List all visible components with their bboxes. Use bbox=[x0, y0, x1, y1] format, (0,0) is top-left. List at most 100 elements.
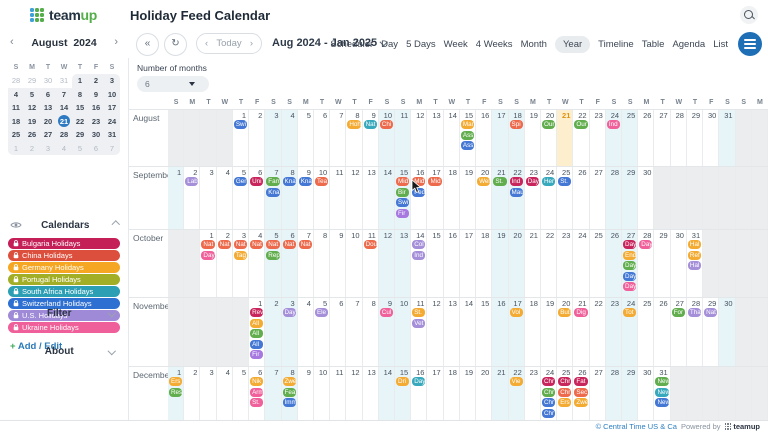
day-cell[interactable]: 19 bbox=[492, 230, 509, 297]
day-cell[interactable]: 6 Nat bbox=[281, 230, 298, 297]
event-pill[interactable]: Cul bbox=[379, 308, 394, 317]
day-cell[interactable]: 9 Nat bbox=[363, 110, 379, 166]
event-pill[interactable]: Bir bbox=[396, 187, 410, 197]
mini-cal-day[interactable]: 3 bbox=[45, 143, 51, 153]
search-button[interactable] bbox=[740, 6, 758, 24]
day-cell[interactable]: 15 bbox=[476, 298, 493, 366]
calendar-item-germany-holidays[interactable]: Germany Holidays bbox=[8, 262, 120, 273]
event-pill[interactable]: Day bbox=[623, 282, 637, 291]
day-cell[interactable]: 8 bbox=[314, 230, 331, 297]
event-pill[interactable]: Ers bbox=[169, 377, 183, 386]
event-pill[interactable]: Fir bbox=[250, 350, 264, 359]
event-pill[interactable]: Day bbox=[623, 240, 637, 249]
day-cell[interactable]: 3 Day bbox=[281, 298, 298, 366]
event-pill[interactable]: Fam bbox=[266, 177, 280, 186]
event-pill[interactable]: Nat bbox=[250, 240, 264, 249]
jump-back-button[interactable]: « bbox=[136, 33, 159, 56]
event-pill[interactable]: Day bbox=[623, 271, 637, 281]
day-cell[interactable]: 4 bbox=[217, 367, 233, 420]
day-cell[interactable]: 1 bbox=[168, 167, 185, 229]
event-pill[interactable]: Gen bbox=[233, 177, 248, 186]
add-edit-calendars-link[interactable]: + Add / Edit bbox=[10, 341, 63, 352]
mini-cal-day[interactable]: 10 bbox=[107, 89, 117, 99]
chevron-up-icon[interactable] bbox=[111, 221, 120, 229]
mini-cal-day[interactable]: 23 bbox=[91, 116, 101, 126]
day-cell[interactable]: 18 bbox=[525, 298, 541, 366]
day-cell[interactable]: 7 bbox=[265, 367, 282, 420]
day-cell[interactable]: 12 bbox=[346, 367, 363, 420]
date-range-selector[interactable]: Aug 2024 - Jan 2025 bbox=[272, 37, 388, 49]
day-cell[interactable]: 26 bbox=[605, 230, 623, 297]
day-cell[interactable]: 24 Ind bbox=[605, 110, 623, 166]
event-pill[interactable]: Vie bbox=[509, 377, 523, 386]
event-pill[interactable]: End bbox=[623, 250, 637, 260]
day-cell[interactable]: 27 Day End Day Day Day bbox=[622, 230, 639, 297]
day-cell[interactable]: 29 bbox=[654, 230, 671, 297]
mini-cal-day[interactable]: 30 bbox=[91, 130, 101, 139]
day-cell[interactable]: 23 Day bbox=[525, 167, 541, 229]
event-pill[interactable]: Swi bbox=[233, 120, 248, 129]
event-pill[interactable]: Arm bbox=[250, 387, 264, 397]
event-pill[interactable]: Mar bbox=[460, 120, 475, 129]
event-pill[interactable]: Mid bbox=[396, 177, 410, 186]
day-cell[interactable]: 29 bbox=[622, 367, 639, 420]
mini-cal-day[interactable]: 20 bbox=[43, 116, 53, 126]
day-cell[interactable]: 27 bbox=[590, 167, 606, 229]
day-cell[interactable]: 19 bbox=[460, 367, 477, 420]
event-pill[interactable]: All bbox=[250, 329, 264, 338]
day-cell[interactable]: 26 Fat Sec Zwe bbox=[573, 367, 590, 420]
event-pill[interactable]: St. bbox=[493, 177, 507, 186]
prev-period-button[interactable]: ‹ bbox=[205, 38, 209, 49]
event-pill[interactable]: Swi bbox=[396, 198, 410, 207]
day-cell[interactable]: 6 Nik Arm St. bbox=[249, 367, 266, 420]
view-tab-year[interactable]: Year bbox=[554, 35, 591, 53]
day-cell[interactable]: 21 bbox=[492, 367, 509, 420]
day-cell[interactable]: 30 bbox=[638, 367, 655, 420]
day-cell[interactable]: 4 Nat bbox=[249, 230, 266, 297]
event-pill[interactable]: All bbox=[250, 318, 264, 328]
calendar-item-bulgaria-holidays[interactable]: Bulgaria Holidays bbox=[8, 238, 120, 249]
event-pill[interactable]: Hal bbox=[687, 240, 702, 249]
day-cell[interactable]: 5 bbox=[298, 110, 314, 166]
day-cell[interactable]: 8 Kna bbox=[281, 167, 298, 229]
day-cell[interactable]: 28 bbox=[605, 367, 623, 420]
day-cell[interactable]: 11 bbox=[330, 167, 347, 229]
day-cell[interactable]: 31 Hal Ref Hal bbox=[687, 230, 704, 297]
event-pill[interactable]: Chr bbox=[541, 408, 556, 418]
mini-cal-day[interactable]: 7 bbox=[109, 143, 115, 153]
day-cell[interactable]: 20 Wel bbox=[476, 167, 493, 229]
day-cell[interactable]: 18 bbox=[476, 230, 493, 297]
view-tab-4-weeks[interactable]: 4 Weeks bbox=[475, 38, 513, 50]
mini-cal-day[interactable]: 22 bbox=[75, 116, 85, 126]
mini-cal-day[interactable]: 8 bbox=[77, 89, 83, 99]
day-cell[interactable]: 3 bbox=[265, 110, 282, 166]
event-pill[interactable]: Chr bbox=[558, 387, 572, 397]
event-pill[interactable]: Chr bbox=[541, 387, 556, 397]
day-cell[interactable]: 26 bbox=[638, 110, 655, 166]
day-cell[interactable]: 25 Chr Chr Ers bbox=[557, 367, 574, 420]
day-cell[interactable]: 15 Dri bbox=[395, 367, 412, 420]
mini-cal-day[interactable]: 28 bbox=[59, 130, 69, 139]
about-section-toggle[interactable]: About bbox=[14, 344, 116, 358]
day-cell[interactable]: 28 Tha bbox=[687, 298, 704, 366]
view-tab-list[interactable]: List bbox=[713, 38, 728, 50]
event-pill[interactable]: Ele bbox=[314, 308, 329, 317]
day-cell[interactable]: 19 bbox=[460, 167, 477, 229]
event-pill[interactable]: Nat bbox=[201, 240, 215, 249]
day-cell[interactable]: 22 Our bbox=[573, 110, 590, 166]
day-cell[interactable]: 2 bbox=[184, 367, 201, 420]
day-cell[interactable]: 3 bbox=[200, 167, 217, 229]
event-pill[interactable]: Our bbox=[574, 120, 588, 129]
event-pill[interactable]: Mid bbox=[428, 177, 442, 186]
day-cell[interactable]: 5 bbox=[233, 367, 250, 420]
mini-cal-day[interactable]: 29 bbox=[27, 76, 37, 85]
day-cell[interactable]: 28 bbox=[671, 110, 687, 166]
day-cell[interactable]: 8 Zwe Fea Imm bbox=[281, 367, 298, 420]
day-cell[interactable]: 2 bbox=[265, 298, 282, 366]
mini-cal-day[interactable]: 4 bbox=[13, 89, 19, 99]
mini-cal-day[interactable]: 31 bbox=[107, 130, 117, 139]
event-pill[interactable]: Fea bbox=[282, 387, 296, 397]
event-pill[interactable]: Hal bbox=[687, 261, 702, 270]
mini-next-month-button[interactable]: › bbox=[114, 36, 118, 48]
day-cell[interactable]: 28 bbox=[605, 167, 623, 229]
